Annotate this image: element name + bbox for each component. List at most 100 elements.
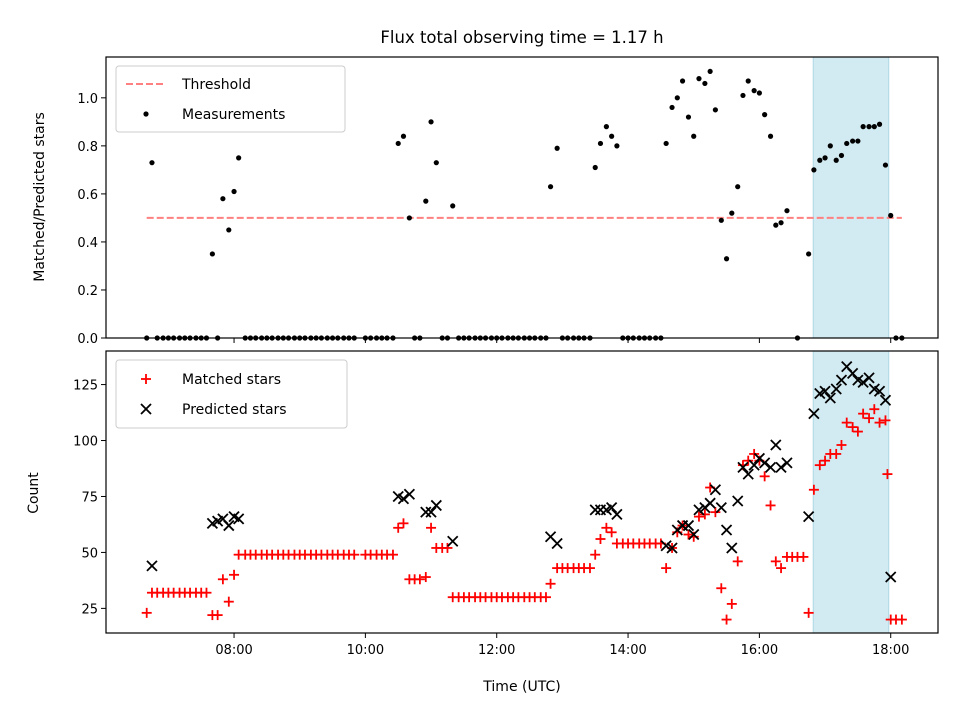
top-y-tick-label: 0.6 <box>77 188 98 203</box>
matched-point <box>584 563 595 574</box>
measurement-point <box>844 140 850 147</box>
bottom-shaded-span <box>812 350 890 634</box>
bottom-x-tick-label: 16:00 <box>741 643 778 658</box>
matched-point <box>798 551 809 562</box>
bottom-panel: 25 50 75 100 125 08:00 10:00 12:00 14:00 16:00 18:… <box>73 350 939 658</box>
matched-point <box>858 408 869 419</box>
predicted-point <box>737 461 749 474</box>
measurement-point <box>729 210 735 216</box>
predicted-point-b <box>841 361 853 373</box>
matched-point <box>420 572 431 583</box>
matched-point <box>847 422 858 433</box>
measurement-point <box>735 184 741 190</box>
matched-point <box>803 607 814 618</box>
measurement-point <box>822 155 828 161</box>
top-axes-frame <box>105 56 939 339</box>
matched-point <box>699 509 710 520</box>
predicted-point <box>551 537 563 550</box>
measurement-point <box>712 107 718 113</box>
bottom-y-tick-label: 125 <box>73 379 98 394</box>
matched-point <box>595 534 606 544</box>
predicted-point <box>748 459 760 471</box>
predicted-point-b <box>885 571 897 583</box>
predicted-point-b <box>682 519 695 532</box>
predicted-point <box>425 506 437 518</box>
predicted-point <box>873 385 886 397</box>
matched-point <box>398 518 409 529</box>
predicted-point <box>857 376 869 388</box>
measurement-point <box>876 121 883 127</box>
predicted-point-b <box>863 372 875 384</box>
matched-point <box>683 529 694 540</box>
predicted-point-b <box>228 510 240 523</box>
top-y-tick-label: 0.0 <box>77 332 98 347</box>
matched-point <box>880 415 891 426</box>
predicted-point-b <box>589 504 601 516</box>
predicted-point <box>682 519 695 532</box>
matched-point <box>710 507 721 518</box>
matched-point <box>814 460 825 471</box>
measurement-point <box>603 124 609 130</box>
bottom-x-tick-label: 08:00 <box>215 643 252 658</box>
predicted-point-b <box>693 504 705 516</box>
predicted-point <box>732 495 744 507</box>
predicted-point <box>611 508 623 521</box>
measurement-point <box>663 140 669 147</box>
measurement-point <box>209 251 215 257</box>
predicted-point-b <box>764 461 777 474</box>
predicted-point <box>775 461 787 474</box>
top-y-axis-label: Matched/Predicted stars <box>32 112 48 282</box>
measurement-point <box>547 184 554 190</box>
measurement-point <box>723 256 730 262</box>
measurement-point <box>751 88 757 94</box>
predicted-point <box>605 502 618 514</box>
matched-point <box>716 583 727 594</box>
predicted-point-b <box>660 540 672 552</box>
matched-point <box>841 417 852 428</box>
predicted-point-b <box>551 537 563 550</box>
matched-point <box>721 614 732 625</box>
predicted-point-b <box>873 385 886 397</box>
predicted-point <box>709 484 722 496</box>
bottom-legend-box <box>115 359 348 429</box>
bottom-y-tick-label: 25 <box>81 602 98 617</box>
matched-point <box>759 471 770 482</box>
matched-point <box>864 413 875 424</box>
measurement-point <box>669 104 675 111</box>
measurement-point <box>778 220 784 226</box>
measurement-point <box>220 196 226 202</box>
matched-point <box>776 563 787 574</box>
top-y-tick-label: 0.2 <box>77 284 98 299</box>
measurement-point <box>707 68 713 75</box>
predicted-point-b <box>835 374 848 386</box>
predicted-point <box>397 493 410 505</box>
top-legend-box <box>115 65 346 133</box>
bottom-legend: Matched stars Predicted stars <box>115 359 348 429</box>
measurement-point <box>696 76 702 82</box>
matched-point <box>212 610 223 621</box>
predicted-point-b <box>830 383 842 395</box>
predicted-point-b <box>852 374 864 386</box>
matched-point <box>820 455 831 466</box>
measurement-point <box>614 143 620 149</box>
measurement-point <box>679 78 686 84</box>
predicted-point-b <box>392 490 404 503</box>
matched-point <box>223 596 234 607</box>
predicted-point <box>704 497 716 509</box>
measurement-point <box>882 162 889 168</box>
predicted-point-b <box>447 535 459 547</box>
measurement-point <box>395 140 401 147</box>
matched-point <box>540 592 551 603</box>
matched-point <box>393 522 404 533</box>
predicted-point <box>589 504 601 516</box>
matched-point <box>229 569 240 580</box>
matched-point <box>201 587 212 598</box>
predicted-point <box>666 542 678 554</box>
measurement-point <box>817 157 823 163</box>
predicted-point-b <box>611 508 623 521</box>
predicted-point-b <box>397 493 410 505</box>
measurement-point <box>888 212 894 219</box>
predicted-point-b <box>223 519 235 532</box>
predicted-point-b <box>824 392 836 404</box>
